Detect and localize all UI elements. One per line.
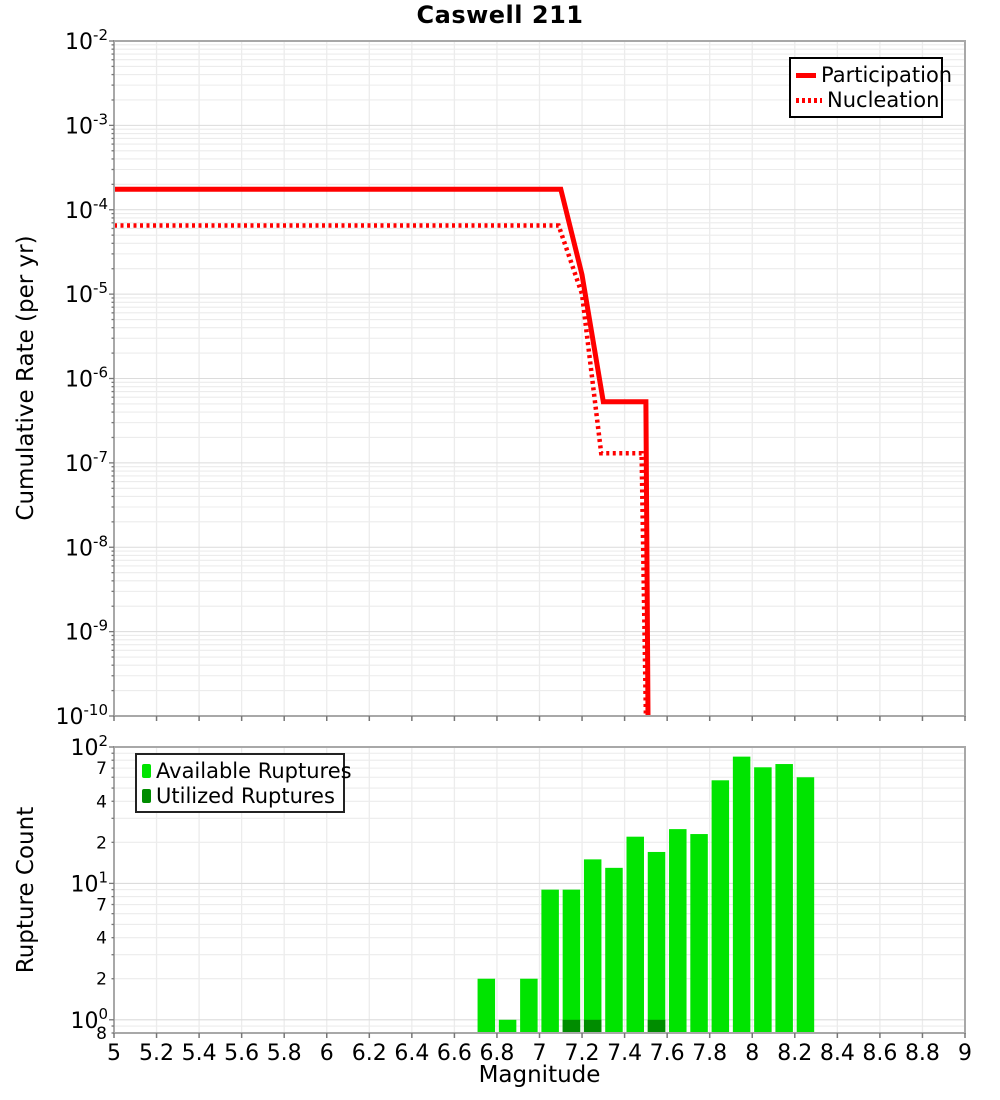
rate-legend: Participation Nucleation (789, 57, 952, 118)
legend-label-utilized: Utilized Ruptures (156, 783, 335, 808)
svg-text:100: 100 (70, 1005, 108, 1034)
x-axis-label: Magnitude (478, 1062, 601, 1088)
legend-item-nucleation: Nucleation (796, 88, 940, 112)
svg-text:8: 8 (745, 1041, 759, 1066)
svg-text:10-9: 10-9 (65, 617, 108, 646)
svg-text:8.6: 8.6 (862, 1041, 897, 1066)
svg-text:7.6: 7.6 (650, 1041, 685, 1066)
svg-text:7: 7 (96, 759, 107, 779)
utilized-ruptures-swatch-icon (142, 788, 151, 803)
bottom-y-axis-label: Rupture Count (13, 806, 39, 974)
svg-text:10-6: 10-6 (65, 364, 108, 393)
svg-text:5.2: 5.2 (139, 1041, 174, 1066)
legend-item-participation: Participation (796, 64, 952, 86)
legend-item-available: Available Ruptures (142, 760, 352, 782)
svg-text:8.2: 8.2 (777, 1041, 812, 1066)
available-ruptures-swatch-icon (142, 763, 151, 778)
svg-text:4: 4 (96, 929, 107, 949)
svg-text:5.6: 5.6 (224, 1041, 259, 1066)
svg-text:6.8: 6.8 (479, 1041, 514, 1066)
svg-text:5: 5 (107, 1041, 121, 1066)
rupture-legend: Available Ruptures Utilized Ruptures (135, 753, 352, 813)
svg-text:9: 9 (958, 1041, 972, 1066)
svg-text:6.4: 6.4 (394, 1041, 429, 1066)
svg-text:7: 7 (533, 1041, 547, 1066)
svg-text:10-4: 10-4 (65, 195, 108, 224)
legend-label-nucleation: Nucleation (827, 88, 940, 112)
svg-text:10-10: 10-10 (56, 701, 109, 730)
svg-text:102: 102 (70, 732, 108, 761)
svg-text:5.4: 5.4 (182, 1041, 217, 1066)
svg-text:101: 101 (70, 868, 108, 897)
svg-text:7.2: 7.2 (565, 1041, 600, 1066)
svg-text:8.4: 8.4 (820, 1041, 855, 1066)
svg-text:6.2: 6.2 (352, 1041, 387, 1066)
chart-title: Caswell 211 (416, 1, 584, 29)
svg-text:2: 2 (96, 833, 107, 853)
svg-text:6.6: 6.6 (437, 1041, 472, 1066)
svg-text:7.8: 7.8 (692, 1041, 727, 1066)
svg-text:6: 6 (320, 1041, 334, 1066)
nucleation-dotted-line-icon (796, 97, 822, 103)
svg-text:7.4: 7.4 (607, 1041, 642, 1066)
svg-text:8: 8 (96, 1024, 107, 1044)
legend-label-available: Available Ruptures (156, 758, 352, 783)
svg-text:10-7: 10-7 (65, 448, 108, 477)
participation-solid-line-icon (796, 72, 816, 78)
legend-item-utilized: Utilized Ruptures (142, 785, 338, 807)
svg-text:7: 7 (96, 896, 107, 916)
top-y-axis-label: Cumulative Rate (per yr) (13, 235, 39, 521)
svg-text:10-8: 10-8 (65, 532, 108, 561)
svg-text:10-3: 10-3 (65, 110, 108, 139)
svg-text:2: 2 (96, 970, 107, 990)
svg-text:4: 4 (96, 792, 107, 812)
svg-text:10-5: 10-5 (65, 279, 108, 308)
svg-text:10-2: 10-2 (65, 26, 108, 55)
legend-label-participation: Participation (821, 63, 953, 87)
svg-text:5.8: 5.8 (267, 1041, 302, 1066)
svg-text:8.8: 8.8 (905, 1041, 940, 1066)
